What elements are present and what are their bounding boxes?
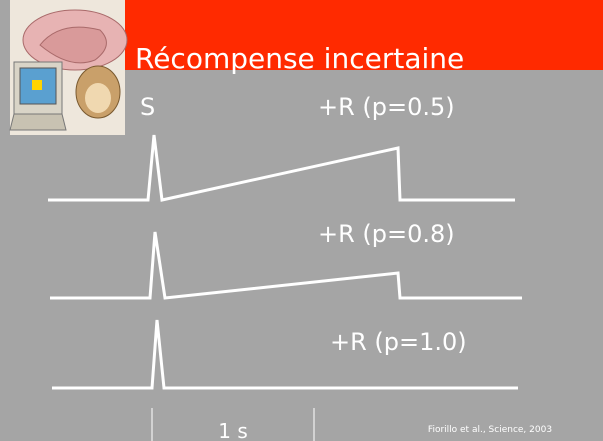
title: Récompense incertaine: [135, 42, 464, 75]
scale-label: 1 s: [218, 419, 248, 441]
stimulus-label: S: [140, 93, 155, 121]
citation: Fiorillo et al., Science, 2003: [428, 425, 552, 435]
slide: Récompense incertaine S +R (p=0.5) +R (p…: [0, 0, 603, 441]
trace-label: +R (p=1.0): [330, 328, 467, 356]
illustration: [10, 0, 127, 135]
trace-label: +R (p=0.8): [318, 220, 455, 248]
trace-label: +R (p=0.5): [318, 93, 455, 121]
